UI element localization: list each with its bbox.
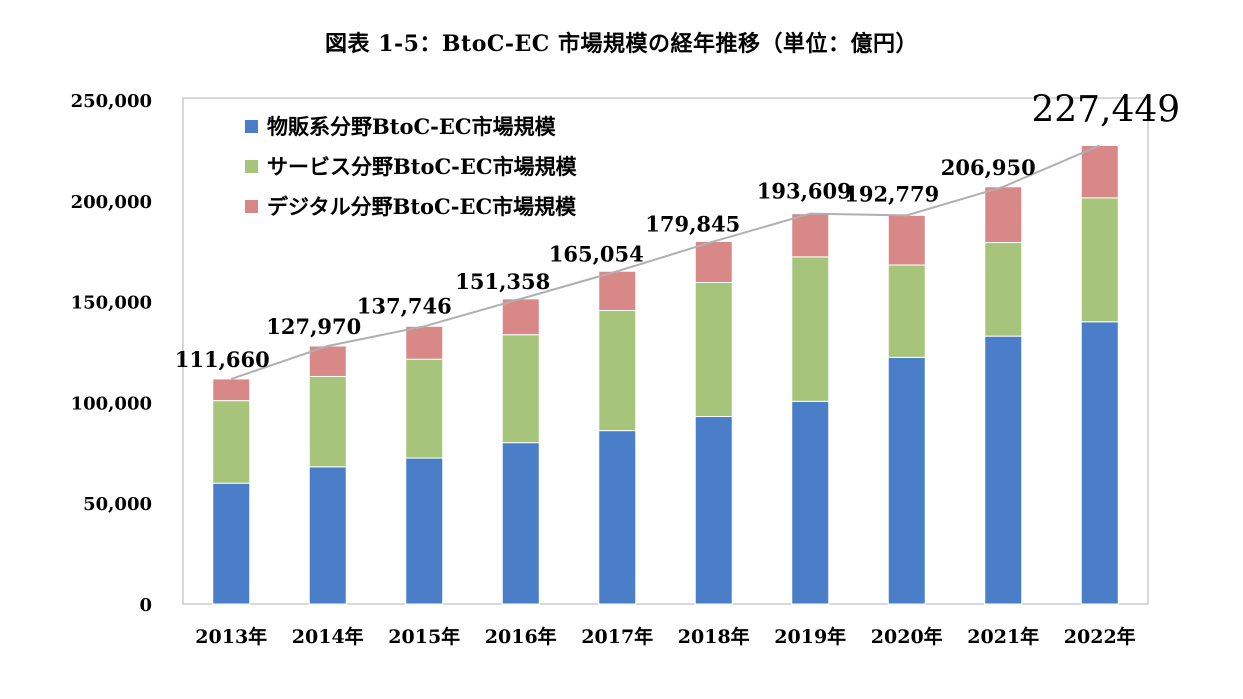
bar-segment: [694, 240, 733, 284]
bar-segment: [791, 213, 830, 258]
total-label: 206,950: [941, 155, 1036, 180]
bar-segment: [598, 430, 637, 605]
bar-segment: [791, 256, 830, 402]
x-tick-label: 2016年: [485, 625, 557, 648]
total-label: 165,054: [549, 241, 644, 266]
bar-segment: [308, 466, 347, 605]
total-label: 227,449: [1031, 89, 1180, 130]
x-tick-label: 2021年: [967, 625, 1039, 648]
bar-segment: [791, 400, 830, 605]
total-label: 127,970: [266, 314, 361, 339]
total-label: 151,358: [455, 269, 550, 294]
bar-segment: [694, 282, 733, 418]
bar-segment: [984, 186, 1023, 244]
total-label: 137,746: [357, 293, 452, 318]
total-label: 193,609: [757, 179, 852, 204]
legend-label: サービス分野BtoC-EC市場規模: [267, 154, 578, 179]
bar-segment: [694, 416, 733, 605]
total-label: 192,779: [844, 181, 939, 206]
bar-segment: [405, 457, 444, 605]
chart-title: 図表 1-5：BtoC-EC 市場規模の経年推移（単位：億円）: [325, 31, 918, 57]
bar-segment: [887, 264, 926, 358]
y-tick-label: 250,000: [71, 91, 152, 112]
x-tick-label: 2022年: [1064, 625, 1136, 648]
bar-segment: [308, 375, 347, 468]
y-tick-label: 0: [139, 595, 152, 616]
legend-swatch: [245, 160, 258, 173]
y-tick-label: 200,000: [71, 192, 152, 213]
x-tick-label: 2020年: [871, 625, 943, 648]
bar-segment: [1080, 321, 1119, 605]
x-tick-label: 2019年: [774, 625, 846, 648]
total-label: 111,660: [175, 347, 270, 372]
y-tick-label: 100,000: [71, 393, 152, 414]
bar-segment: [212, 378, 251, 402]
x-tick-label: 2017年: [581, 625, 653, 648]
bar-segment: [212, 400, 251, 484]
y-tick-label: 150,000: [71, 293, 152, 314]
bar-segment: [501, 298, 540, 336]
x-tick-label: 2014年: [292, 625, 364, 648]
bar-segment: [212, 482, 251, 605]
legend-label: 物販系分野BtoC-EC市場規模: [267, 114, 557, 139]
bar-segment: [501, 334, 540, 444]
total-label: 179,845: [645, 211, 740, 236]
bar-segment: [501, 442, 540, 605]
plot-area-border: [182, 97, 1149, 605]
x-tick-label: 2013年: [195, 625, 267, 648]
legend-swatch: [245, 120, 258, 133]
x-tick-label: 2015年: [388, 625, 460, 648]
bar-segment: [984, 242, 1023, 337]
bar-segment: [405, 358, 444, 459]
y-tick-label: 50,000: [83, 494, 152, 515]
x-tick-label: 2018年: [678, 625, 750, 648]
bar-segment: [1080, 197, 1119, 323]
total-trend-line: [230, 144, 1101, 380]
bar-segment: [598, 270, 637, 312]
bar-segment: [887, 214, 926, 266]
legend-swatch: [245, 200, 258, 213]
bar-segment: [598, 310, 637, 432]
bar-segment: [405, 325, 444, 360]
bar-segment: [1080, 144, 1119, 199]
bar-segment: [984, 335, 1023, 605]
legend-label: デジタル分野BtoC-EC市場規模: [267, 194, 577, 219]
bar-segment: [887, 356, 926, 605]
